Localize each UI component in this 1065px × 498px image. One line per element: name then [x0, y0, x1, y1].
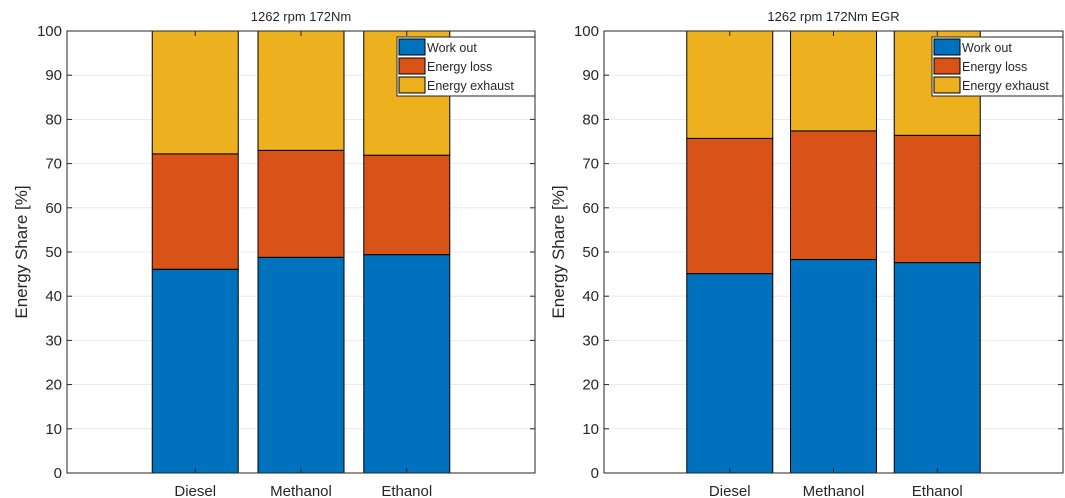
- x-tick-label: Methanol: [270, 483, 332, 498]
- x-tick-label: Methanol: [803, 483, 865, 498]
- legend-label: Work out: [962, 41, 1012, 55]
- y-tick-label: 30: [582, 332, 599, 349]
- y-tick-label: 20: [45, 377, 62, 394]
- bar-diesel-work-out: [686, 273, 774, 474]
- y-tick-label: 80: [582, 111, 599, 128]
- legend: Work out Energy loss Energy exhaust: [931, 36, 1064, 97]
- y-axis-label: Energy Share [%]: [12, 185, 31, 318]
- legend-swatch: [398, 38, 426, 56]
- y-tick-label: 10: [582, 421, 599, 438]
- y-tick-label: 60: [582, 200, 599, 217]
- y-tick-label: 40: [582, 288, 599, 305]
- legend-swatch: [933, 57, 961, 75]
- chart-panel-2: 0 10 20 30 40 50 60 70 80 90 100 Diesel Methanol Etha…: [549, 9, 1064, 498]
- y-tick-label: 50: [582, 244, 599, 261]
- legend-swatch: [398, 76, 426, 94]
- bar-methanol-energy-exhaust: [790, 30, 877, 132]
- axes-box: [66, 30, 536, 474]
- legend-label: Energy loss: [962, 60, 1027, 74]
- bar-methanol-energy-exhaust: [257, 30, 345, 151]
- legend-label: Energy exhaust: [962, 79, 1049, 93]
- legend-label: Energy loss: [427, 60, 492, 74]
- y-tick-label: 0: [591, 465, 599, 482]
- bar-ethanol-energy-loss: [893, 134, 981, 264]
- y-tick-label: 90: [582, 67, 599, 84]
- y-tick-label: 40: [45, 288, 62, 305]
- bar-ethanol-work-out: [363, 254, 451, 474]
- y-tick-label: 70: [582, 156, 599, 173]
- y-tick-label: 60: [45, 200, 62, 217]
- chart-panel-1: 0 10 20 30 40 50 60 70 80 90 100 Diesel Methanol Etha…: [12, 9, 536, 498]
- y-tick-label: 0: [54, 465, 62, 482]
- bar-diesel-energy-exhaust: [151, 30, 239, 155]
- bar-ethanol-work-out: [893, 262, 981, 474]
- y-tick-label: 50: [45, 244, 62, 261]
- y-axis-label: Energy Share [%]: [549, 185, 568, 318]
- y-tick-label: 20: [582, 377, 599, 394]
- bar-methanol-work-out: [790, 259, 877, 474]
- legend-swatch: [933, 76, 961, 94]
- y-tick-label: 80: [45, 111, 62, 128]
- bar-methanol-energy-loss: [790, 130, 877, 261]
- legend-swatch: [398, 57, 426, 75]
- bar-diesel-energy-loss: [686, 137, 774, 275]
- chart-title: 1262 rpm 172Nm: [251, 9, 351, 24]
- y-tick-label: 10: [45, 421, 62, 438]
- x-tick-label: Diesel: [174, 483, 216, 498]
- legend-label: Work out: [427, 41, 477, 55]
- bar-diesel-work-out: [151, 268, 239, 474]
- y-tick-label: 90: [45, 67, 62, 84]
- legend-label: Energy exhaust: [427, 79, 514, 93]
- bar-methanol-work-out: [257, 256, 345, 474]
- y-tick-label: 30: [45, 332, 62, 349]
- axes-box: [603, 30, 1064, 474]
- x-tick-label: Ethanol: [381, 483, 432, 498]
- bar-methanol-energy-loss: [257, 149, 345, 258]
- bar-diesel-energy-exhaust: [686, 30, 774, 139]
- bar-diesel-energy-loss: [151, 153, 239, 270]
- chart-title: 1262 rpm 172Nm EGR: [767, 9, 899, 24]
- legend: Work out Energy loss Energy exhaust: [396, 36, 536, 97]
- x-tick-label: Ethanol: [912, 483, 963, 498]
- bar-ethanol-energy-loss: [363, 154, 451, 256]
- y-tick-label: 100: [574, 23, 599, 40]
- y-tick-label: 100: [37, 23, 62, 40]
- legend-swatch: [933, 38, 961, 56]
- y-tick-label: 70: [45, 156, 62, 173]
- x-tick-label: Diesel: [709, 483, 751, 498]
